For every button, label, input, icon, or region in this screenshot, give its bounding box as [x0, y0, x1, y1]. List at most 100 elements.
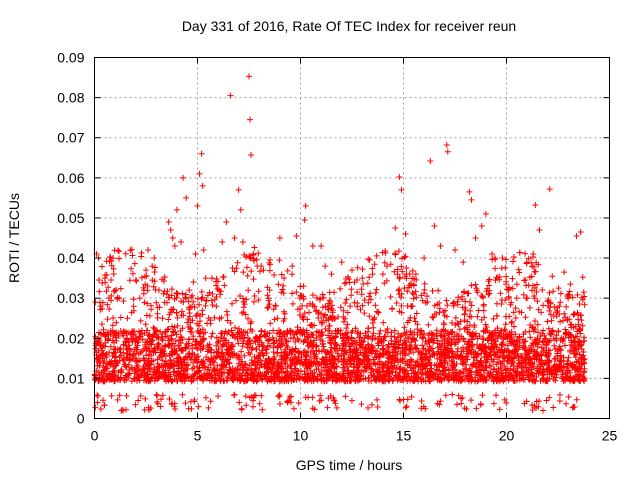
- data-point: [126, 277, 133, 284]
- data-point: [208, 355, 215, 362]
- data-point: [559, 317, 566, 324]
- data-point: [477, 401, 484, 408]
- data-point: [213, 303, 220, 310]
- data-point: [354, 303, 361, 310]
- data-point: [173, 206, 180, 213]
- data-point: [211, 359, 218, 366]
- data-point: [486, 276, 493, 283]
- y-tick-label: 0.08: [57, 90, 84, 106]
- data-point: [137, 393, 144, 400]
- data-point: [530, 251, 537, 258]
- data-point: [489, 256, 496, 263]
- data-point: [359, 275, 366, 282]
- data-point: [246, 337, 253, 344]
- data-point: [178, 312, 185, 319]
- data-point: [151, 255, 158, 262]
- data-point: [568, 342, 575, 349]
- data-point: [367, 290, 374, 297]
- data-point: [143, 352, 150, 359]
- data-point: [254, 263, 261, 270]
- data-point: [351, 299, 358, 306]
- data-point: [343, 279, 350, 286]
- data-point: [132, 401, 139, 408]
- data-point: [396, 286, 403, 293]
- data-point: [116, 255, 123, 262]
- data-point: [546, 394, 553, 401]
- data-point: [309, 292, 316, 299]
- data-point: [155, 287, 162, 294]
- data-point: [366, 256, 373, 263]
- data-point: [332, 341, 339, 348]
- data-point: [433, 327, 440, 334]
- data-point: [248, 318, 255, 325]
- data-point: [256, 364, 263, 371]
- data-point: [548, 317, 555, 324]
- data-point: [534, 298, 541, 305]
- data-point: [440, 308, 447, 315]
- data-point: [556, 398, 563, 405]
- data-point: [348, 341, 355, 348]
- data-point: [358, 401, 365, 408]
- data-point: [494, 353, 501, 360]
- data-point: [379, 249, 386, 256]
- data-point: [150, 283, 157, 290]
- data-point: [365, 256, 372, 263]
- data-point: [546, 186, 553, 193]
- data-point: [117, 367, 124, 374]
- data-point: [324, 404, 331, 411]
- data-point: [98, 321, 105, 328]
- data-point: [513, 295, 520, 302]
- data-point: [117, 314, 124, 321]
- data-point: [299, 314, 306, 321]
- data-point: [240, 304, 247, 311]
- data-point: [543, 397, 550, 404]
- data-point: [218, 343, 225, 350]
- data-point: [109, 322, 116, 329]
- data-point: [159, 337, 166, 344]
- data-point: [365, 333, 372, 340]
- data-point: [401, 284, 408, 291]
- data-point: [359, 302, 366, 309]
- data-point: [440, 319, 447, 326]
- data-point: [464, 318, 471, 325]
- data-point: [319, 304, 326, 311]
- data-point: [258, 375, 265, 382]
- data-point: [117, 345, 124, 352]
- data-point: [333, 404, 340, 411]
- data-point: [237, 206, 244, 213]
- data-point: [211, 296, 218, 303]
- data-point: [275, 281, 282, 288]
- data-point: [344, 321, 351, 328]
- x-tick-label: 0: [91, 428, 99, 444]
- data-point: [335, 313, 342, 320]
- data-point: [213, 282, 220, 289]
- data-point: [238, 348, 245, 355]
- data-point: [563, 303, 570, 310]
- data-point: [244, 272, 251, 279]
- data-point: [418, 397, 425, 404]
- data-point: [437, 243, 444, 250]
- data-point: [443, 141, 450, 148]
- data-point: [300, 283, 307, 290]
- data-point: [550, 404, 557, 411]
- data-point: [492, 327, 499, 334]
- data-point: [326, 289, 333, 296]
- data-point: [360, 351, 367, 358]
- data-point: [520, 291, 527, 298]
- data-point: [129, 270, 136, 277]
- data-point: [255, 297, 262, 304]
- data-point: [565, 393, 572, 400]
- data-point: [372, 289, 379, 296]
- data-point: [348, 292, 355, 299]
- data-point: [143, 267, 149, 274]
- data-point: [343, 296, 350, 303]
- data-point: [152, 264, 159, 271]
- data-point: [168, 335, 175, 342]
- data-point: [348, 329, 355, 336]
- data-point: [351, 337, 358, 344]
- data-point: [271, 316, 278, 323]
- data-point: [320, 294, 327, 301]
- data-point: [511, 323, 518, 330]
- data-point: [459, 344, 466, 351]
- data-point: [473, 341, 480, 348]
